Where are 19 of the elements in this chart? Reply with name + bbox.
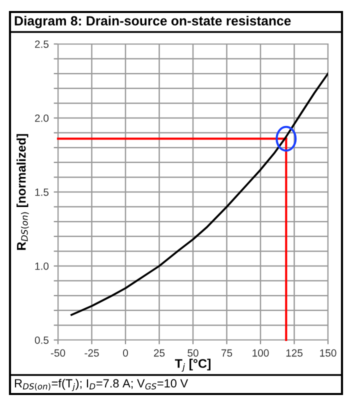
y-tick-label: 1.5 — [35, 188, 49, 196]
y-tick-label: 2.0 — [35, 114, 49, 122]
chart-title: Diagram 8: Drain-source on-state resistance — [14, 16, 291, 28]
y-tick-label: 2.5 — [35, 40, 49, 48]
x-tick-label: 125 — [286, 349, 303, 357]
y-axis-title: R$_{DS(on)}$ [normalized] — [16, 134, 29, 250]
x-tick-label: -25 — [84, 349, 99, 357]
x-tick-label: 25 — [154, 349, 165, 357]
y-tick-label: 0.5 — [34, 336, 49, 344]
x-tick-label: 0 — [123, 349, 128, 357]
x-axis-title: T$_{j}$ [°C] — [174, 358, 210, 372]
y-tick-label: 1.0 — [35, 262, 49, 270]
text: R$_{DS(on)}$=f(T$_{j}$); I$_{D}$=7.8 A; V$_{GS}$=10 V — [14, 378, 188, 392]
x-tick-label: -50 — [50, 349, 66, 357]
x-tick-label: 100 — [252, 349, 269, 357]
x-tick-label: 50 — [188, 349, 198, 357]
x-tick-label: 150 — [320, 349, 336, 357]
line-series — [70, 72, 328, 316]
x-tick-label: 75 — [221, 349, 232, 357]
